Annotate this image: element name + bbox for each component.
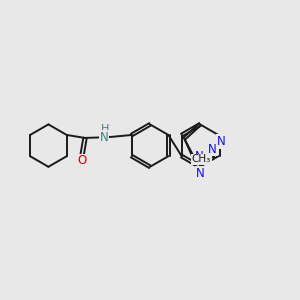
Text: H: H <box>101 124 110 134</box>
Text: N: N <box>195 150 204 163</box>
Text: N: N <box>216 135 225 148</box>
Text: O: O <box>77 154 87 167</box>
Text: N: N <box>100 131 109 144</box>
Text: N: N <box>208 143 217 156</box>
Text: CH₃: CH₃ <box>192 154 211 164</box>
Text: N: N <box>196 167 204 180</box>
